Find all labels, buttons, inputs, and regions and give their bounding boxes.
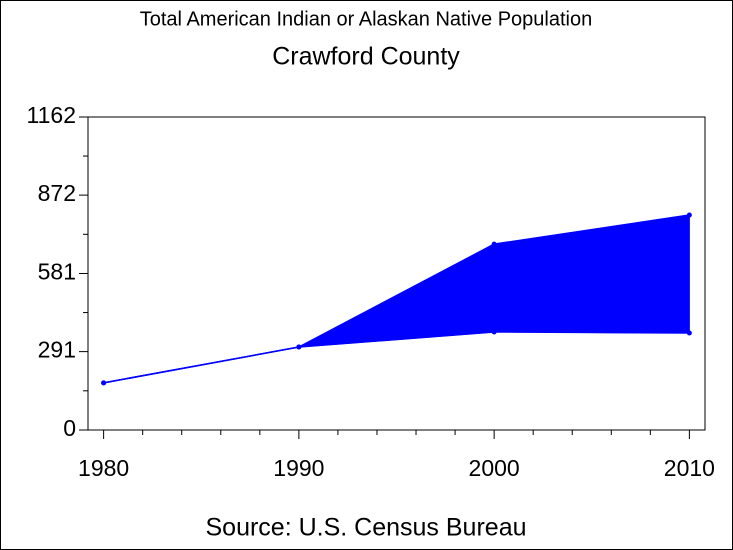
x-tick-label: 2010 bbox=[664, 455, 715, 481]
lower-point bbox=[101, 380, 107, 386]
y-tick-label: 581 bbox=[38, 259, 76, 285]
x-tick-label: 1980 bbox=[78, 455, 129, 481]
y-tick-label: 291 bbox=[38, 337, 76, 363]
chart-subtitle: Crawford County bbox=[272, 43, 460, 71]
upper-point bbox=[686, 212, 692, 218]
y-tick-label: 1162 bbox=[27, 102, 76, 128]
chart-title: Total American Indian or Alaskan Native … bbox=[140, 8, 593, 30]
lower-point bbox=[686, 330, 692, 336]
lower-point bbox=[296, 344, 302, 350]
y-tick-label: 0 bbox=[63, 415, 76, 441]
lower-point bbox=[491, 329, 497, 335]
x-tick-label: 1990 bbox=[273, 455, 324, 481]
upper-point bbox=[491, 241, 497, 247]
source-note: Source: U.S. Census Bureau bbox=[206, 514, 527, 542]
y-tick-label: 872 bbox=[38, 180, 76, 206]
lower-line bbox=[103, 331, 690, 384]
x-tick-label: 2000 bbox=[469, 455, 520, 481]
